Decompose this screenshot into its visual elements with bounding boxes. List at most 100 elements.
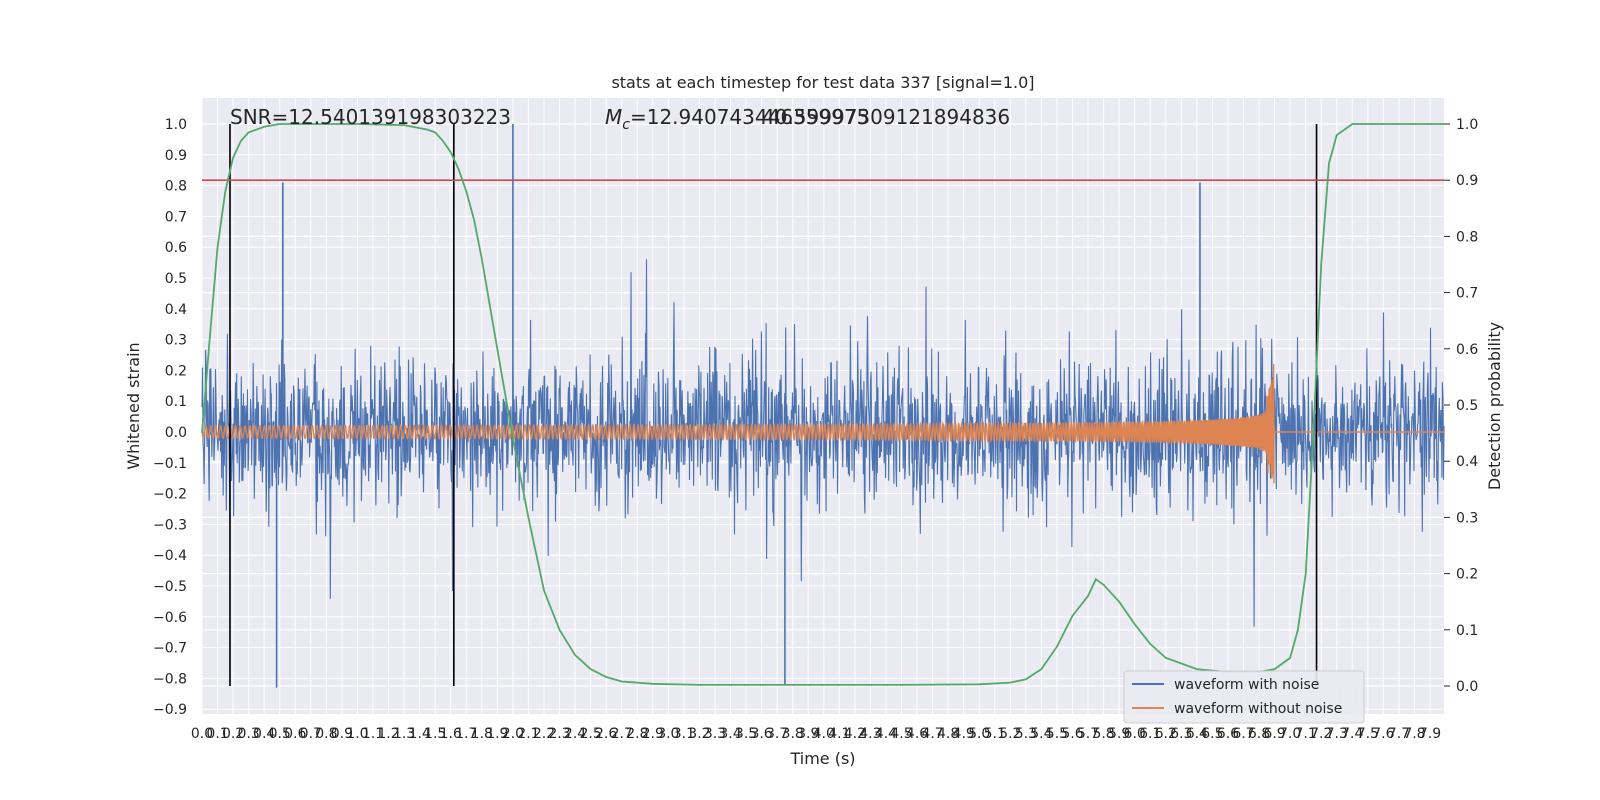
probability-line	[201, 123, 1444, 686]
x-axis-label: Time (s)	[789, 749, 855, 768]
y2-tick-label: 0.3	[1456, 510, 1478, 526]
legend-label-clean: waveform without noise	[1174, 701, 1342, 717]
legend: waveform with noise waveform without noi…	[1123, 670, 1365, 724]
x-tick-label: 5.6	[1061, 726, 1083, 742]
x-tick-label: 3.3	[704, 726, 726, 742]
y-ticks: 1.0 0.9 0.8 0.7 0.6 0.5 0.4 0.3 0.2 0.1 0.0 −0.1 −0.…	[153, 117, 187, 718]
noise-waveform-line	[201, 259, 1445, 627]
x-tick-label: 0.0	[191, 726, 213, 742]
x-tick-label: 3.7	[766, 726, 788, 742]
x-tick-label: 6.3	[1170, 726, 1192, 742]
x-tick-label: 4.2	[844, 726, 866, 742]
x-tick-label: 0.2	[222, 726, 244, 742]
x-tick-label: 0.6	[284, 726, 306, 742]
x-tick-label: 4.9	[953, 726, 975, 742]
x-tick-label: 6.5	[1201, 726, 1223, 742]
x-tick-label: 5.8	[1092, 726, 1114, 742]
y-tick-label: 0.1	[165, 394, 187, 410]
x-tick-label: 7.9	[1419, 726, 1441, 742]
x-tick-label: 2.0	[502, 726, 524, 742]
x-tick-label: 7.1	[1295, 726, 1317, 742]
x-tick-label: 4.0	[813, 726, 835, 742]
probability-series	[201, 123, 1444, 686]
x-tick-label: 7.5	[1357, 726, 1379, 742]
chirp-mass-value: =12.940743446359975	[630, 105, 869, 129]
y2-tick-label: 0.5	[1456, 398, 1478, 414]
x-tick-label: 5.2	[999, 726, 1021, 742]
x-tick-label: 0.8	[315, 726, 337, 742]
y2-tick-label: 0.7	[1456, 286, 1478, 302]
x-tick-label: 1.8	[471, 726, 493, 742]
x-tick-label: 5.7	[1077, 726, 1099, 742]
x-tick-label: 1.6	[440, 726, 462, 742]
x-tick-label: 2.2	[533, 726, 555, 742]
x-tick-label: 3.2	[688, 726, 710, 742]
y-axis-label: Whitened strain	[124, 342, 143, 469]
x-tick-label: 1.3	[393, 726, 415, 742]
y-tick-label: −0.9	[153, 702, 187, 718]
y-tick-label: 0.9	[165, 148, 187, 164]
y-tick-label: 0.0	[165, 425, 187, 441]
overlap-annotation: 40.59997309121894836	[762, 105, 1010, 129]
y-tick-label: −0.8	[153, 671, 187, 687]
chirp-mass-subscript: c	[622, 117, 630, 133]
x-tick-label: 1.5	[424, 726, 446, 742]
y-tick-label: −0.1	[153, 456, 187, 472]
x-tick-label: 7.8	[1403, 726, 1425, 742]
x-tick-label: 1.1	[362, 726, 384, 742]
chart-title: stats at each timestep for test data 337…	[611, 73, 1034, 92]
legend-box	[1123, 670, 1365, 724]
x-tick-label: 4.6	[906, 726, 928, 742]
x-tick-label: 0.4	[253, 726, 275, 742]
clean-waveform-line	[201, 363, 1444, 484]
x-tick-label: 2.5	[579, 726, 601, 742]
chirp-mass-symbol: M	[605, 105, 622, 129]
x-tick-label: 3.9	[797, 726, 819, 742]
vertical-markers	[229, 124, 1318, 686]
y2-tick-label: 0.8	[1456, 229, 1478, 245]
x-tick-label: 1.7	[455, 726, 477, 742]
x-tick-label: 0.1	[206, 726, 228, 742]
x-tick-label: 5.0	[968, 726, 990, 742]
y2-tick-label: 0.4	[1456, 454, 1478, 470]
x-tick-label: 1.4	[408, 726, 430, 742]
x-tick-label: 5.3	[1015, 726, 1037, 742]
legend-label-noise: waveform with noise	[1174, 677, 1319, 693]
y2-tick-label: 0.1	[1456, 623, 1478, 639]
x-tick-label: 6.7	[1232, 726, 1254, 742]
y-tick-label: −0.5	[153, 579, 187, 595]
x-tick-label: 0.9	[331, 726, 353, 742]
y-tick-label: 0.8	[165, 179, 187, 195]
x-tick-label: 1.9	[486, 726, 508, 742]
x-tick-label: 5.1	[984, 726, 1006, 742]
y-tick-label: −0.2	[153, 487, 187, 503]
x-tick-label: 7.3	[1326, 726, 1348, 742]
x-tick-label: 6.1	[1139, 726, 1161, 742]
x-tick-label: 4.8	[937, 726, 959, 742]
chirp-mass-annotation: Mc=12.940743446359975	[605, 105, 869, 133]
x-tick-label: 6.8	[1248, 726, 1270, 742]
x-tick-label: 7.4	[1341, 726, 1363, 742]
x-tick-label: 6.0	[1124, 726, 1146, 742]
y-tick-label: −0.7	[153, 641, 187, 657]
y2-tick-label: 0.9	[1456, 173, 1478, 189]
x-ticks: 0.00.10.20.30.40.50.60.70.80.91.01.11.21…	[191, 726, 1441, 742]
x-tick-label: 5.9	[1108, 726, 1130, 742]
snr-annotation: SNR=12.540139198303223	[230, 105, 511, 129]
y-tick-label: 1.0	[165, 117, 187, 133]
y-tick-label: −0.4	[153, 548, 187, 564]
y-tick-label: 0.3	[165, 333, 187, 349]
y2-tick-label: 0.6	[1456, 342, 1478, 358]
x-tick-label: 4.3	[859, 726, 881, 742]
noise-series	[201, 124, 1445, 688]
y2-tick-label: 0.0	[1456, 679, 1478, 695]
x-tick-label: 2.7	[611, 726, 633, 742]
x-tick-label: 7.6	[1372, 726, 1394, 742]
x-tick-label: 3.1	[673, 726, 695, 742]
y2-tick-label: 0.2	[1456, 567, 1478, 583]
y-tick-label: −0.3	[153, 517, 187, 533]
x-tick-label: 1.0	[346, 726, 368, 742]
x-tick-label: 0.7	[300, 726, 322, 742]
x-tick-label: 6.6	[1217, 726, 1239, 742]
